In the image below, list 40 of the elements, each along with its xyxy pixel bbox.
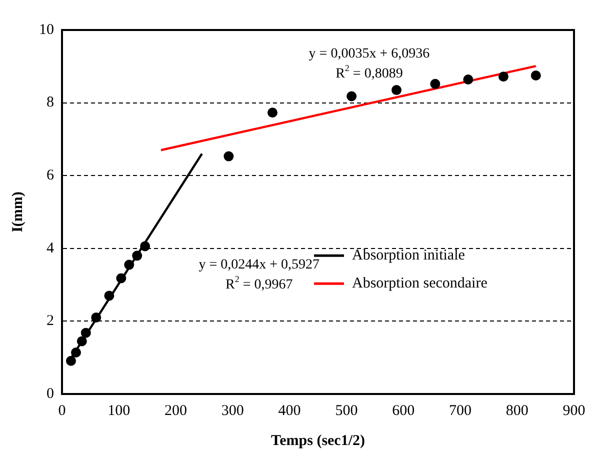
x-tick-label: 700 (448, 402, 472, 419)
y-tick-label: 0 (46, 386, 54, 402)
y-tick-label: 2 (46, 313, 54, 330)
x-tick-label: 400 (278, 402, 301, 419)
point (91, 312, 102, 323)
point (104, 290, 114, 301)
y-tick-label: 10 (39, 22, 54, 38)
point (116, 273, 126, 284)
point (124, 260, 134, 270)
x-tick-label: 0 (58, 402, 66, 419)
point (132, 250, 142, 261)
point (140, 241, 150, 252)
annotation: y = 0,0244x + 0,5927 (198, 257, 320, 272)
x-tick-label: 300 (221, 402, 244, 419)
y-tick-label: 6 (46, 168, 54, 184)
point (70, 348, 81, 358)
y-tick-label: 4 (46, 240, 54, 256)
point (267, 108, 278, 118)
x-axis-title: Temps (sec1/2) (270, 432, 366, 449)
x-tick-label: 600 (392, 402, 415, 419)
point (80, 328, 91, 338)
annotation: y = 0,0035x + 6,0936 (308, 46, 430, 62)
legend-label: Absorption initiale (352, 248, 466, 264)
point (346, 91, 357, 102)
point (76, 336, 87, 346)
point (498, 72, 508, 82)
point (430, 78, 440, 89)
x-tick-label: 100 (108, 402, 130, 419)
point (66, 356, 76, 366)
x-tick-label: 900 (562, 402, 586, 419)
x-tick-label: 500 (335, 402, 358, 419)
y-tick-label: 8 (46, 94, 54, 111)
x-tick-label: 200 (164, 402, 188, 419)
y-axis-title: I(mm) (10, 192, 26, 232)
x-tick-label: 800 (506, 402, 528, 419)
legend-label: Absorption secondaire (352, 276, 488, 292)
point (463, 74, 474, 85)
point (224, 151, 234, 162)
point (392, 85, 402, 96)
point (530, 70, 541, 80)
